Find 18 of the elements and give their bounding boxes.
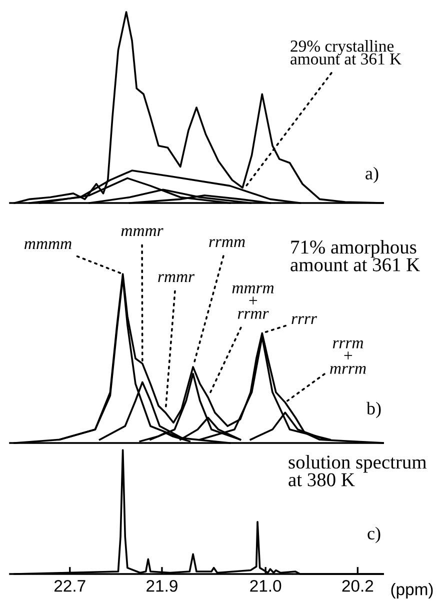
x-tick-label: 21.9 bbox=[146, 580, 178, 592]
annotation: 29% crystalline amount at 361 K bbox=[290, 40, 402, 65]
x-tick-label: 21.0 bbox=[250, 580, 282, 592]
annotation: rrrm + mrrm bbox=[330, 340, 366, 374]
annotation: a) bbox=[366, 166, 378, 184]
annotation: mmmm bbox=[24, 241, 72, 250]
annotation: mmmr bbox=[121, 228, 164, 236]
x-axis-title: (ppm) bbox=[391, 583, 433, 599]
annotation: b) bbox=[366, 402, 381, 418]
x-tick-label: 20.2 bbox=[342, 580, 374, 592]
text: 71% amorphous amount at 361 K bbox=[290, 240, 420, 272]
annotation: rrrr bbox=[292, 316, 318, 324]
annotation: c) bbox=[368, 526, 380, 544]
annotation: mmrm + rrmr bbox=[232, 285, 274, 319]
annotation: rrmm bbox=[209, 239, 245, 248]
x-tick-label: 22.7 bbox=[54, 580, 86, 592]
annotation: rmmr bbox=[158, 274, 195, 282]
annotation: solution spectrum at 380 K bbox=[288, 455, 426, 486]
